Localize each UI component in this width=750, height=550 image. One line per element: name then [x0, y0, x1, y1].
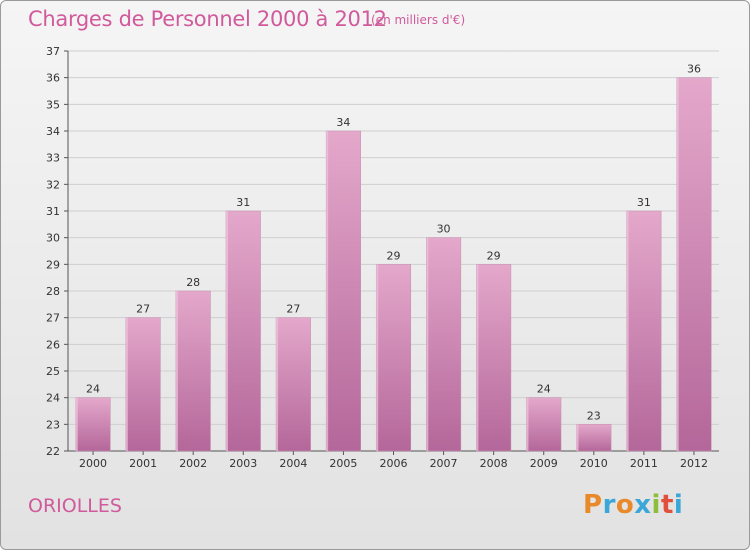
bar-highlight [125, 317, 128, 451]
bar-highlight [376, 264, 379, 451]
bars [75, 77, 712, 452]
chart-title: Charges de Personnel 2000 à 2012 [28, 7, 387, 31]
bar [476, 264, 512, 452]
bar [526, 397, 562, 452]
data-label: 27 [286, 303, 300, 316]
logo-letter: i [651, 490, 661, 520]
bar [125, 317, 161, 452]
data-label: 24 [537, 383, 551, 396]
chart-subtitle: (en milliers d'€) [371, 13, 466, 27]
data-label: 31 [637, 196, 651, 209]
x-tick-label: 2001 [129, 457, 157, 470]
y-tick-label: 32 [46, 178, 60, 191]
bar [426, 237, 462, 452]
y-tick-label: 30 [46, 232, 60, 245]
proxiti-logo[interactable]: Proxiti [583, 490, 683, 520]
bar [626, 210, 662, 452]
y-tick-label: 27 [46, 312, 60, 325]
data-labels: 24 27 28 31 27 34 29 30 29 24 23 31 36 [86, 63, 701, 423]
x-tick-label: 2009 [530, 457, 558, 470]
x-tick-label: 2010 [580, 457, 608, 470]
bar-highlight [75, 397, 78, 451]
x-tick-label: 2002 [179, 457, 207, 470]
y-tick-label: 33 [46, 152, 60, 165]
y-tick-label: 28 [46, 285, 60, 298]
y-tick-label: 31 [46, 205, 60, 218]
bar [325, 130, 361, 452]
bar-highlight [175, 291, 178, 451]
x-tick-label: 2011 [630, 457, 658, 470]
y-tick-label: 29 [46, 258, 60, 271]
y-tick-label: 35 [46, 98, 60, 111]
bar [375, 264, 412, 452]
bar-highlight [676, 77, 679, 452]
data-label: 27 [136, 303, 150, 316]
town-name: ORIOLLES [28, 495, 122, 517]
y-tick-label: 37 [46, 45, 60, 58]
x-tick-label: 2000 [79, 457, 107, 470]
data-label: 30 [437, 223, 451, 236]
y-tick-label: 26 [46, 338, 60, 351]
y-tick-label: 34 [46, 125, 60, 138]
x-tick-label: 2005 [329, 457, 357, 470]
x-tick-label: 2006 [380, 457, 408, 470]
y-tick-label: 24 [46, 392, 60, 405]
data-label: 24 [86, 383, 100, 396]
bar-highlight [426, 237, 429, 451]
logo-letter: x [634, 490, 652, 520]
data-label: 34 [336, 116, 350, 129]
bar [175, 290, 211, 452]
logo-letter: r [602, 490, 616, 520]
logo-letter: P [583, 490, 603, 520]
bar [225, 210, 261, 452]
bar-highlight [476, 264, 479, 451]
logo-letter: t [660, 490, 674, 520]
y-tick-label: 22 [46, 445, 60, 458]
data-label: 23 [587, 409, 601, 422]
data-label: 31 [236, 196, 250, 209]
bar [75, 397, 111, 452]
y-tick-label: 36 [46, 72, 60, 85]
y-tick-label: 23 [46, 418, 60, 431]
bar [275, 317, 311, 452]
data-label: 28 [186, 276, 200, 289]
x-tick-label: 2008 [480, 457, 508, 470]
data-label: 29 [387, 249, 401, 262]
bar [576, 424, 612, 452]
logo-letter: i [673, 490, 684, 520]
x-tick-label: 2007 [430, 457, 458, 470]
bar [676, 77, 712, 452]
data-label: 36 [687, 63, 701, 76]
bar-highlight [626, 211, 629, 451]
bar-highlight [576, 424, 579, 451]
y-tick-label: 25 [46, 365, 60, 378]
x-tick-label: 2003 [229, 457, 257, 470]
data-label: 29 [487, 249, 501, 262]
bar-highlight [326, 131, 329, 451]
logo-letter: o [615, 490, 635, 520]
bar-highlight [225, 211, 228, 451]
x-tick-label: 2004 [279, 457, 307, 470]
x-tick-label: 2012 [680, 457, 708, 470]
bar-highlight [526, 397, 529, 451]
bar-highlight [276, 317, 279, 451]
